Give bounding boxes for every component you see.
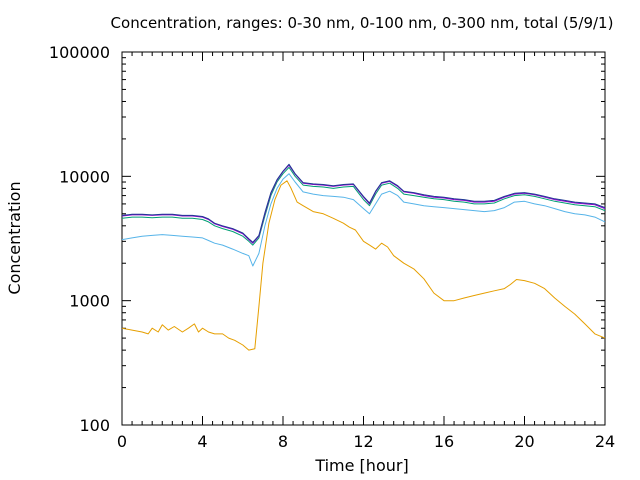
- x-tick-label: 16: [434, 432, 454, 451]
- ticks: [121, 51, 606, 426]
- series-layer: [121, 163, 606, 351]
- y-tick-label: 1000: [69, 292, 110, 311]
- x-tick-label: 24: [595, 432, 615, 451]
- plot-area: [121, 51, 606, 426]
- y-tick-labels: 100 1000 10000 100000: [49, 43, 110, 435]
- series-line-3: [121, 166, 606, 246]
- x-tick-label: 20: [514, 432, 534, 451]
- x-tick-label: 0: [117, 432, 127, 451]
- x-tick-label: 4: [197, 432, 207, 451]
- x-tick-label: 8: [278, 432, 288, 451]
- chart-title: Concentration, ranges: 0-30 nm, 0-100 nm…: [111, 14, 614, 32]
- series-line-5: [121, 163, 606, 243]
- series-line-2: [121, 173, 606, 267]
- y-axis-title: Concentration: [5, 181, 24, 294]
- series-line-4: [121, 164, 606, 244]
- x-tick-labels: 0 4 8 12 16 20 24: [117, 432, 615, 451]
- y-tick-label: 100: [79, 416, 110, 435]
- y-tick-label: 10000: [59, 167, 110, 186]
- x-axis-title: Time [hour]: [314, 456, 408, 475]
- series-line-1: [121, 180, 606, 351]
- y-tick-label: 100000: [49, 43, 110, 62]
- x-tick-label: 12: [353, 432, 373, 451]
